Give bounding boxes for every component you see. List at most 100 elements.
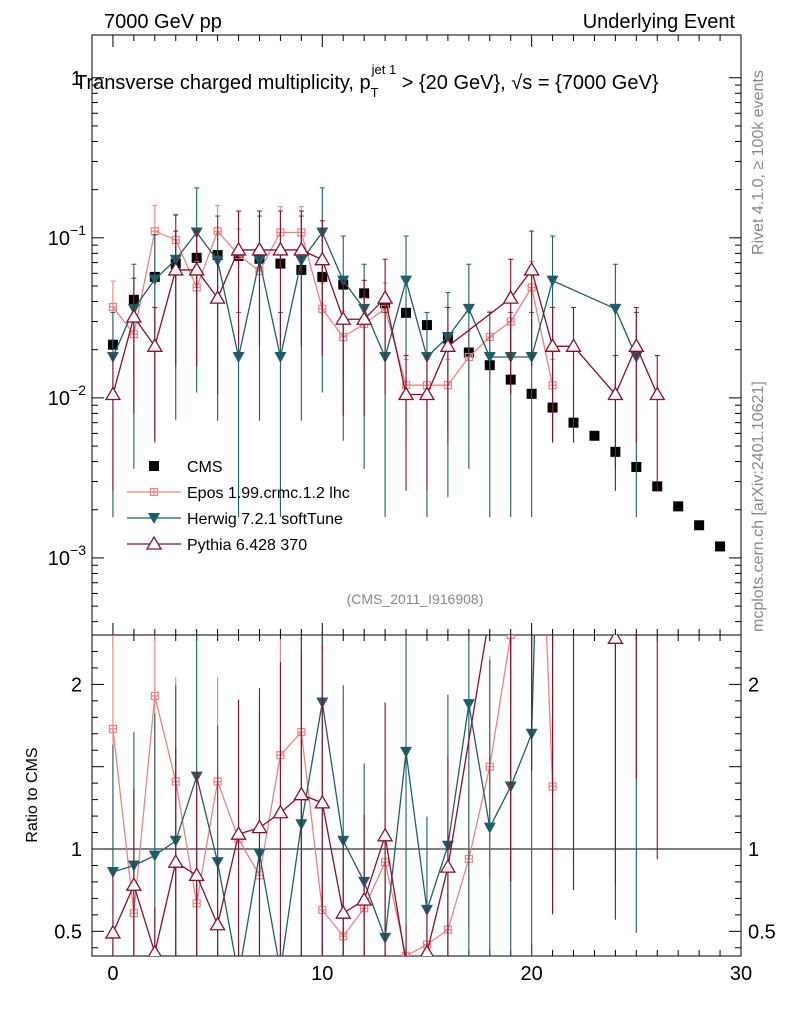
legend-marker-herwig [148, 513, 160, 524]
plot-title: Transverse charged multiplicity, pTjet 1… [75, 62, 659, 100]
pythia-ratio-point [314, 794, 331, 809]
y-tick-label-ratio: 1 [71, 839, 82, 861]
legend-label-cms: CMS [187, 459, 223, 476]
epos-main-line [112, 229, 554, 386]
watermark: (CMS_2011_I916908) [347, 591, 484, 607]
pythia-main-point [502, 289, 519, 304]
pythia-main-point [125, 308, 143, 323]
herwig-main-line [112, 231, 637, 359]
herwig-ratio-point [630, 202, 642, 213]
herwig-main-point [462, 303, 475, 315]
y-tick-label-main: 10−1 [48, 222, 86, 250]
herwig-ratio-point [233, 971, 245, 982]
herwig-ratio-point [462, 699, 475, 711]
ratio-ylabel: Ratio to CMS [24, 747, 41, 842]
pythia-main-point [356, 310, 373, 325]
pythia-main-point [188, 261, 205, 276]
title-sqrt: √s [511, 72, 532, 94]
y-tick-label-main: 1 [71, 68, 82, 90]
herwig-ratio-point [483, 822, 496, 834]
legend-marker-pythia [145, 535, 163, 550]
herwig-main-point [148, 274, 161, 286]
pythia-ratio-point [293, 786, 310, 801]
y-tick-label-ratio-right: 0.5 [748, 921, 776, 943]
pythia-main-point [607, 386, 624, 401]
pythia-main-point [376, 289, 394, 304]
herwig-ratio-point [274, 966, 286, 977]
pythia-ratio-point [188, 867, 205, 881]
pythia-main-point [167, 261, 184, 276]
y-tick-label-ratio: 0.5 [54, 921, 82, 943]
pythia-main-point [293, 241, 310, 256]
side-label-rivet: Rivet 4.1.0, ≥ 100k events [750, 70, 767, 255]
cms-data-point [673, 501, 684, 512]
herwig-ratio-line [112, 635, 536, 956]
pythia-main-point [251, 241, 268, 256]
pythia-ratio-point [439, 858, 457, 873]
main-plot-data [104, 187, 726, 552]
herwig-ratio-point [400, 746, 413, 758]
herwig-main-point [483, 352, 496, 364]
pythia-main-point [104, 386, 122, 401]
pythia-ratio-point [335, 904, 352, 919]
pythia-ratio-point [420, 944, 434, 956]
title-suffix: = {7000 GeV} [532, 72, 659, 94]
pythia-ratio-point [546, 610, 560, 622]
pythia-ratio-point [376, 827, 394, 842]
y-tick-label-ratio: 2 [71, 674, 82, 696]
legend-label-herwig: Herwig 7.2.1 softTune [187, 511, 343, 528]
x-tick-label: 10 [311, 963, 333, 985]
pythia-main-point [146, 338, 163, 352]
cms-data-point [715, 541, 726, 552]
side-label-mcplots: mcplots.cern.ch [arXiv:2401.10621] [750, 381, 767, 632]
pythia-ratio-point [272, 804, 289, 819]
pythia-main-point [649, 386, 666, 401]
header-right-label: Underlying Event [583, 11, 736, 33]
pythia-main-point [335, 310, 352, 325]
pythia-main-point [397, 386, 415, 401]
pythia-ratio-point [405, 954, 408, 956]
ratio-plot-frame [91, 634, 742, 957]
x-tick-label: 20 [521, 963, 543, 985]
pythia-main-point [523, 261, 540, 276]
y-tick-label-ratio-right: 1 [748, 839, 759, 861]
pythia-ratio-point [104, 924, 122, 939]
legend-marker-cms [149, 461, 159, 471]
pythia-ratio-point [209, 916, 226, 931]
pythia-main-point [439, 338, 457, 352]
y-tick-label-ratio-right: 2 [748, 674, 759, 696]
pythia-main-point [272, 241, 289, 256]
title-sup: jet 1 [371, 62, 397, 77]
ratio-plot-data [104, 202, 658, 982]
legend-label-pythia: Pythia 6.428 370 [187, 537, 307, 554]
herwig-main-point [546, 275, 559, 287]
x-tick-label: 0 [107, 963, 118, 985]
pythia-main-point [230, 241, 247, 256]
pythia-ratio-point [567, 513, 581, 525]
title-sub: T [371, 85, 379, 100]
pythia-ratio-point [251, 819, 268, 834]
pythia-main-point [314, 251, 331, 266]
title-middle: > {20 GeV}, [396, 72, 511, 94]
y-tick-label-main: 10−3 [48, 542, 86, 570]
title-prefix: Transverse charged multiplicity, p [75, 72, 371, 94]
herwig-main-point [609, 303, 622, 315]
pythia-ratio-point [148, 944, 162, 956]
epos-ratio-line [112, 635, 554, 956]
pythia-ratio-point [356, 891, 373, 906]
cms-data-point [589, 430, 600, 441]
x-tick-label: 30 [730, 963, 752, 985]
herwig-main-point [400, 275, 413, 287]
herwig-main-point [274, 352, 287, 364]
herwig-main-point [232, 352, 245, 364]
pythia-ratio-point [230, 825, 247, 840]
pythia-main-point [418, 386, 436, 401]
pythia-ratio-point [125, 876, 143, 891]
legend-label-epos: Epos 1.99.crmc.1.2 lhc [187, 485, 350, 502]
pythia-main-point [628, 338, 645, 352]
cms-data-point [694, 520, 705, 531]
header-left-label: 7000 GeV pp [104, 11, 222, 33]
pythia-main-point [565, 338, 582, 352]
herwig-ratio-point [148, 850, 161, 862]
